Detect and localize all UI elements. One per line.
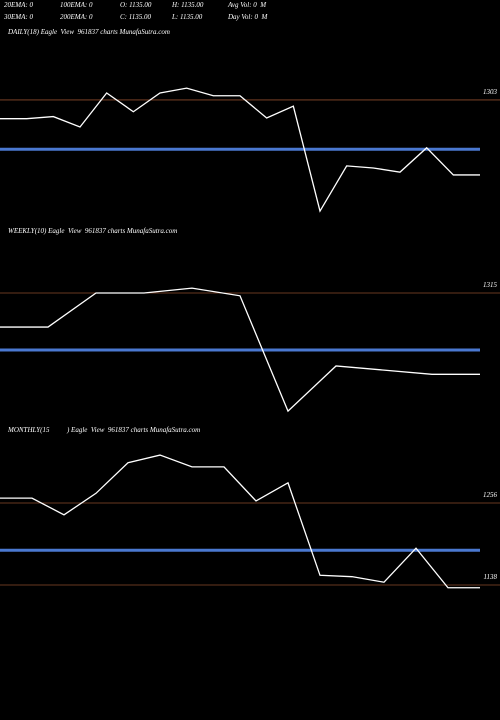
price-line (0, 454, 480, 589)
header-stat: Avg Vol: 0 M (227, 1, 267, 9)
price-line (0, 287, 480, 413)
level-label: 1315 (483, 281, 498, 289)
header-stat: C: 1135.00 (120, 13, 151, 21)
level-label: 1303 (483, 88, 498, 96)
header-stat: O: 1135.00 (120, 1, 152, 9)
header-stat: 30EMA: 0 (3, 13, 33, 21)
header-stat: H: 1135.00 (171, 1, 204, 9)
panel-title: DAILY(18) Eagle View 961837 charts Munaf… (7, 28, 170, 36)
level-label: 1138 (484, 573, 498, 581)
header-stat: 100EMA: 0 (60, 1, 93, 9)
header-stat: L: 1135.00 (171, 13, 203, 21)
price-line (0, 87, 480, 213)
panel-title: WEEKLY(10) Eagle View 961837 charts Muna… (8, 227, 177, 235)
header-stat: 200EMA: 0 (60, 13, 93, 21)
header-stat: 20EMA: 0 (4, 1, 33, 9)
panel-title: MONTHLY(15 ) Eagle View 961837 charts Mu… (7, 426, 200, 434)
level-label: 1256 (483, 491, 498, 499)
header-stat: Day Vol: 0 M (227, 13, 268, 21)
